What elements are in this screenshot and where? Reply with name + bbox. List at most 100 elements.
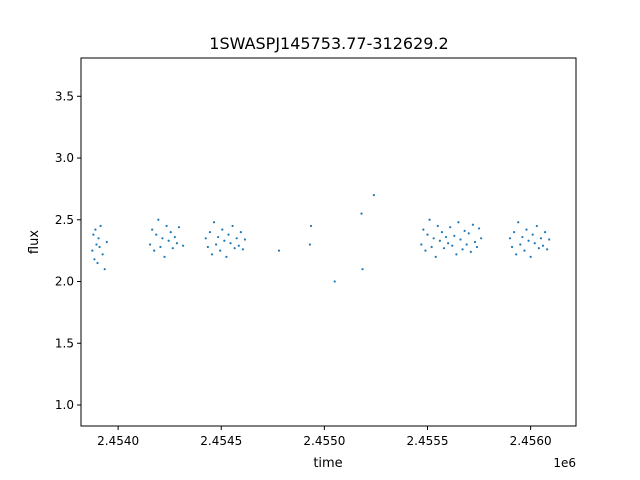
data-point [98,245,101,249]
data-point [531,233,534,236]
data-point [442,247,446,250]
data-point [426,233,429,236]
data-point [277,249,281,252]
data-point [548,238,551,241]
chart-title: 1SWASPJ145753.77-312629.2 [209,34,448,53]
data-point [159,245,162,249]
data-point [221,228,224,231]
data-point [372,193,375,197]
data-point [521,235,524,239]
data-point [438,239,441,242]
data-point [237,244,240,247]
data-point [527,239,530,242]
x-tick-label: 2.4540 [97,434,139,448]
data-point [157,218,160,221]
y-tick-label: 2.5 [55,213,74,227]
data-point [422,228,425,231]
data-point [475,245,479,249]
data-point [434,255,437,258]
data-point [529,255,532,258]
data-point [424,249,427,252]
plot-frame [80,57,577,427]
data-point [229,242,232,245]
data-point [430,245,433,249]
data-point [508,237,512,240]
data-point [453,234,456,237]
data-point [469,250,472,253]
data-point [535,224,538,228]
y-tick-label: 1.5 [55,336,74,350]
data-point [241,248,245,251]
data-point [212,221,216,224]
data-point [533,242,536,245]
data-point [447,242,450,245]
data-point [97,237,100,240]
data-point [163,255,166,258]
data-point [457,221,460,224]
y-tick-label: 2.0 [55,275,74,289]
data-point [309,224,313,228]
data-point [333,280,336,283]
x-axis-label: time [313,456,342,471]
data-point [99,224,102,228]
data-point [101,253,104,256]
data-point [155,233,158,236]
data-point [420,243,423,246]
data-point [451,244,454,247]
y-tick-label: 3.5 [55,89,74,103]
data-point [171,247,174,250]
data-point [480,237,483,240]
data-point [148,243,152,246]
data-point [153,249,156,252]
data-point [175,242,179,245]
data-point [513,231,516,234]
data-point [161,237,164,240]
data-points-layer [91,193,551,283]
y-tick-label: 1.0 [55,398,74,412]
data-point [477,227,481,230]
data-point [463,229,466,232]
y-axis-label: flux [27,230,42,254]
data-point [360,212,363,215]
data-point [167,239,170,242]
data-point [471,223,474,226]
data-point [543,231,547,234]
data-point [181,244,185,247]
data-point [210,253,214,256]
data-point [455,253,458,256]
data-point [428,218,431,221]
plot-area [81,58,576,426]
data-point [214,243,218,246]
data-point [459,238,462,241]
data-point [173,235,176,239]
data-point [517,221,520,224]
data-point [525,228,528,231]
x-tick-label: 2.4555 [407,434,449,448]
data-point [177,226,181,229]
data-point [546,248,549,251]
data-point [219,249,222,252]
data-point [465,243,468,246]
data-point [473,240,477,244]
data-point [96,261,99,265]
data-point [231,224,234,228]
data-point [308,243,312,246]
data-point [208,231,212,234]
x-axis-offset-label: 1e6 [553,456,576,470]
data-point [225,255,228,258]
y-tick-label: 3.0 [55,151,74,165]
y-axis-ticks: 1.0 1.5 2.0 2.5 3.0 3.5 [55,89,81,412]
data-point [204,237,207,240]
data-point [361,268,364,271]
x-axis-ticks: 2.4540 2.4545 2.4550 2.4555 2.4560 [97,426,552,448]
data-point [92,233,95,236]
data-point [243,238,247,241]
data-point [519,243,522,246]
x-tick-label: 2.4560 [510,434,552,448]
data-point [432,237,435,240]
data-point [235,237,238,240]
data-point [227,233,230,236]
data-point [537,247,540,250]
